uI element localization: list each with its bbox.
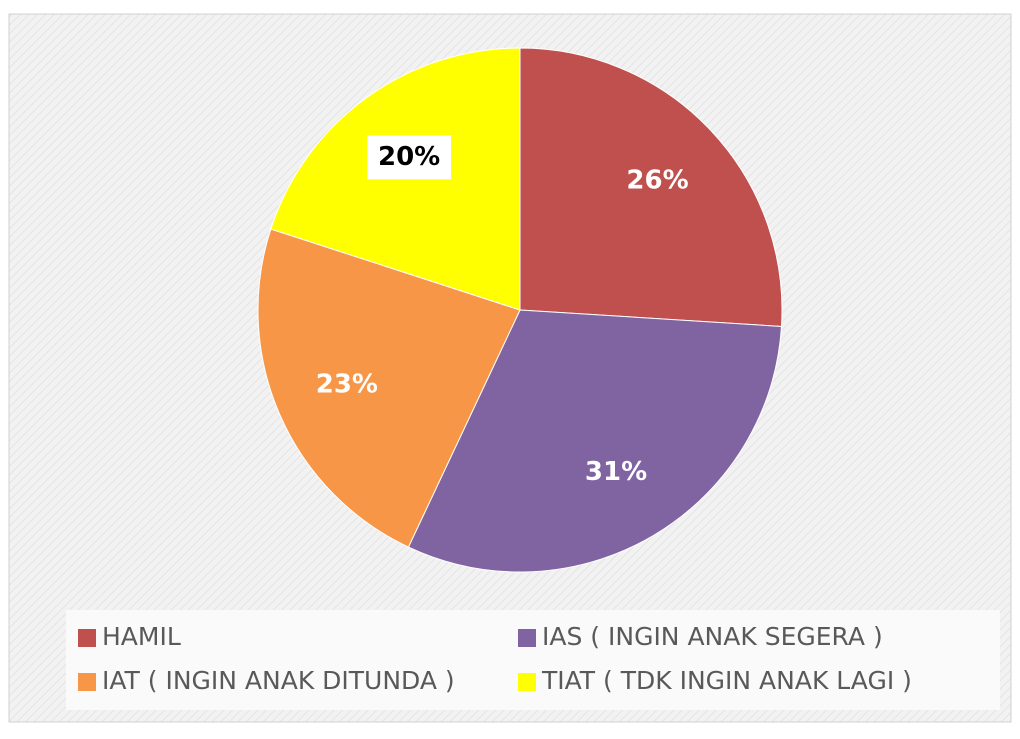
data-label: 23% (316, 369, 378, 399)
data-label: 20% (378, 142, 440, 172)
legend-label: IAT ( INGIN ANAK DITUNDA ) (102, 666, 455, 695)
legend-swatch (518, 629, 536, 647)
data-label-box (367, 135, 452, 180)
pie-slice (407, 309, 783, 573)
legend-swatch (518, 673, 536, 691)
legend-label: HAMIL (102, 622, 181, 651)
legend-label: IAS ( INGIN ANAK SEGERA ) (542, 622, 883, 651)
data-label: 26% (626, 165, 688, 195)
pie-slice (257, 228, 521, 548)
data-label: 31% (585, 457, 647, 487)
legend-swatch (78, 673, 96, 691)
legend-background (66, 610, 1000, 710)
pie-slice (519, 47, 783, 327)
legend-label: TIAT ( TDK INGIN ANAK LAGI ) (541, 666, 912, 695)
legend-swatch (78, 629, 96, 647)
